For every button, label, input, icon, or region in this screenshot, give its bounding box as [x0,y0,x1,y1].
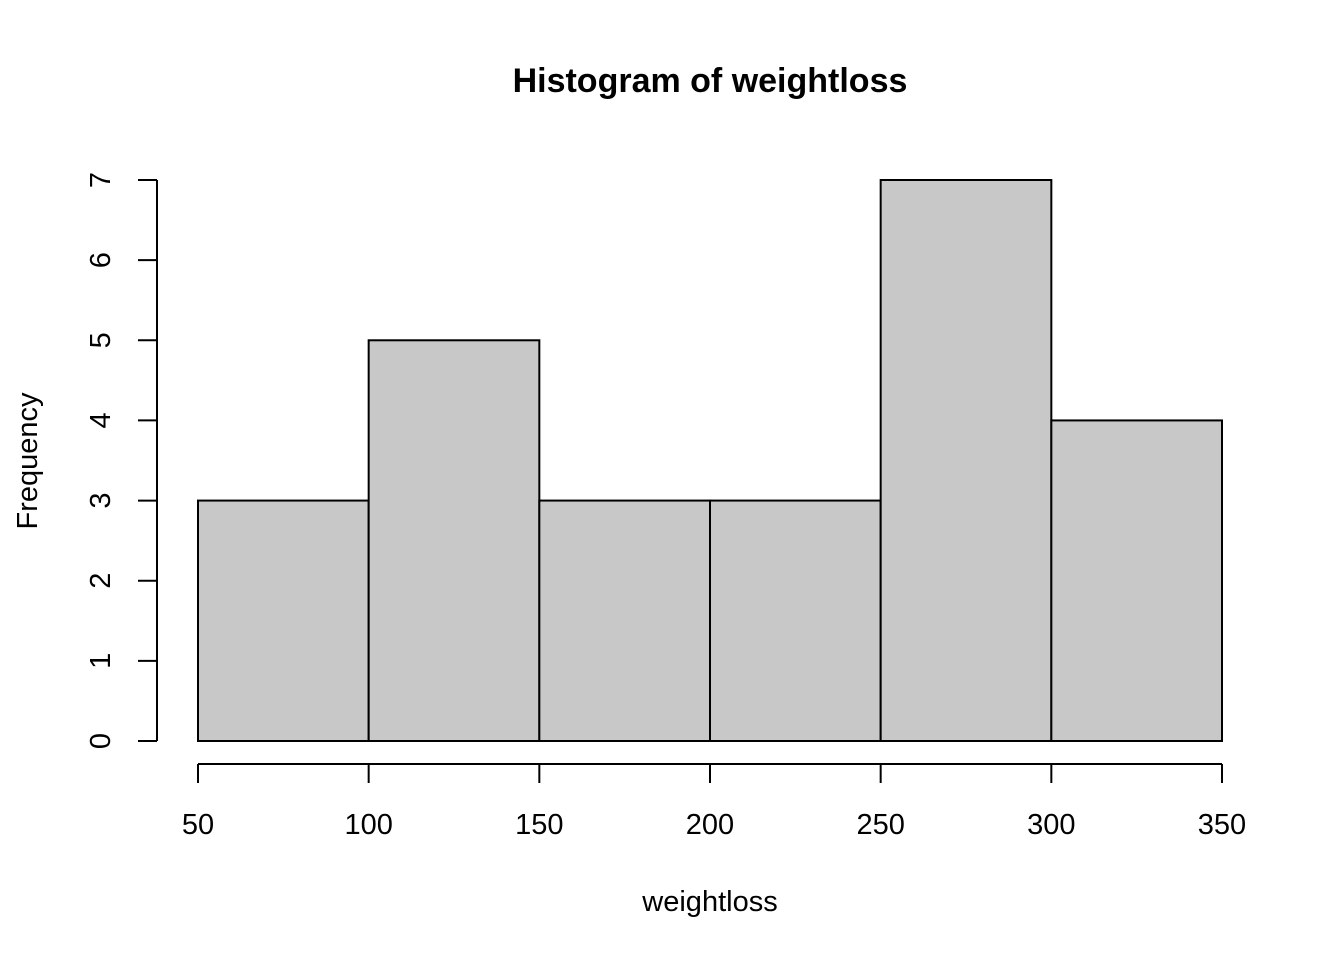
x-tick-label-4: 250 [856,809,904,841]
y-tick-label-5: 5 [85,332,117,348]
y-tick-label-2: 2 [85,573,117,589]
y-tick-label-4: 4 [85,412,117,428]
y-tick-label-1: 1 [85,653,117,669]
x-axis-label: weightloss [641,886,777,918]
x-tick-label-2: 150 [515,809,563,841]
histogram-bar-1 [367,339,541,742]
x-tick-label-1: 100 [344,809,392,841]
y-axis: 0 1 2 3 4 5 6 7 [85,172,158,749]
histogram-bar-2 [538,499,711,743]
y-tick-label-0: 0 [85,733,117,749]
histogram-bar-5 [1050,419,1224,742]
histogram-bar-0 [197,499,370,743]
y-tick-label-3: 3 [85,493,117,509]
x-axis: 50 100 150 200 250 300 350 [182,763,1246,841]
x-tick-label-5: 300 [1027,809,1075,841]
y-axis-label: Frequency [12,392,44,530]
x-tick-label-0: 50 [182,809,214,841]
chart-title: Histogram of weightloss [513,62,908,100]
y-tick-label-6: 6 [85,252,117,268]
x-tick-label-3: 200 [686,809,734,841]
y-tick-label-7: 7 [85,172,117,188]
histogram-bar-3 [709,499,882,743]
x-tick-label-6: 350 [1198,809,1246,841]
histogram-bar-4 [879,179,1053,742]
histogram-bars [197,179,1224,743]
